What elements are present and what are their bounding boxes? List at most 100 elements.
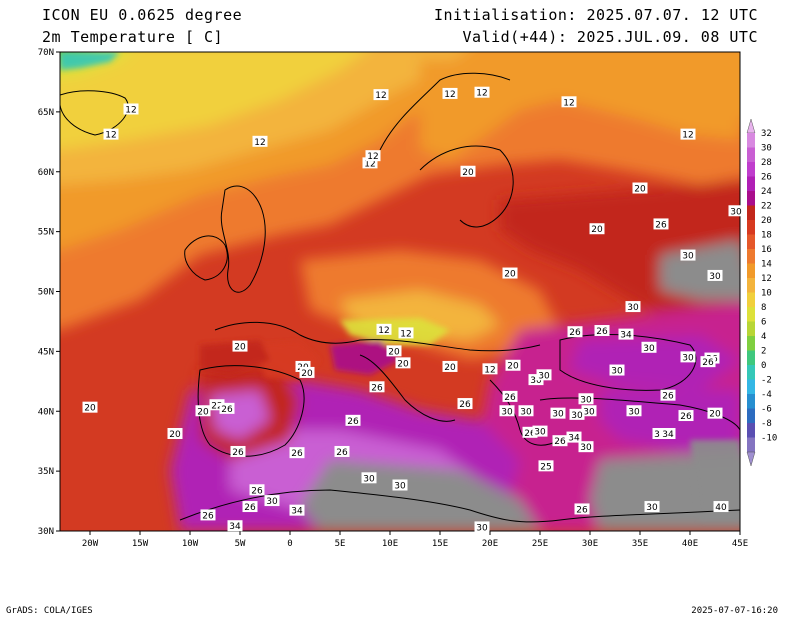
colorbar-level: 8 xyxy=(761,303,766,313)
contour-label-value: 20 xyxy=(234,343,246,353)
contour-label-box xyxy=(618,328,634,340)
contour-label-value: 30 xyxy=(730,207,742,217)
contour-label: 30 xyxy=(644,501,660,513)
lat-tick-label: 30N xyxy=(38,527,54,537)
contour-label-box xyxy=(361,472,377,484)
contour-label: 34 xyxy=(289,504,305,517)
init-time: Initialisation: 2025.07.07. 12 UTC xyxy=(433,6,758,24)
model-title: ICON EU 0.0625 degree xyxy=(42,6,243,24)
contour-label-value: 12 xyxy=(375,91,386,101)
contour-label-box xyxy=(232,340,248,352)
contour-label-value: 26 xyxy=(371,383,383,393)
variable-title: 2m Temperature [ C] xyxy=(42,28,224,46)
contour-label-value: 12 xyxy=(682,131,693,141)
contour-label-value: 12 xyxy=(254,138,265,148)
contour-label-box xyxy=(680,249,696,261)
contour-label-value: 34 xyxy=(620,331,632,341)
lat-tick-label: 60N xyxy=(38,168,54,178)
colorbar-swatch xyxy=(747,205,755,221)
contour-label-value: 34 xyxy=(291,507,303,517)
colorbar-level: 12 xyxy=(761,274,772,284)
contour-label: 12 xyxy=(373,89,389,101)
contour-label-value: 20 xyxy=(507,362,519,372)
contour-label-box xyxy=(522,426,538,438)
contour-label-value: 12 xyxy=(105,131,116,141)
lat-tick-label: 55N xyxy=(38,228,54,238)
contour-label-box xyxy=(707,269,723,281)
contour-label-value: 30 xyxy=(501,407,513,417)
contour-label-box xyxy=(625,301,641,313)
colorbar-swatch xyxy=(747,147,755,163)
contour-label: 26 xyxy=(700,356,716,368)
contour-label: 12 xyxy=(442,87,458,100)
contour-label: 12 xyxy=(365,150,381,162)
contour-label-box xyxy=(713,501,729,513)
contour-label: 25 xyxy=(538,460,554,472)
colorbar-level: 4 xyxy=(761,332,766,342)
contour-labels: 2020202020202226262626262620201212201220… xyxy=(82,86,744,533)
contour-label-box xyxy=(376,323,392,335)
contour-label-box xyxy=(578,441,594,453)
contour-label: 26 xyxy=(522,426,538,439)
colorbar-swatch xyxy=(747,278,755,293)
contour-label: 26 xyxy=(369,381,385,393)
grads-credit: GrADS: COLA/IGES xyxy=(6,606,93,616)
contour-label-value: 12 xyxy=(400,329,411,339)
contour-label-value: 22 xyxy=(211,401,222,411)
contour-label: 30 xyxy=(609,364,625,377)
contour-label: 12 xyxy=(123,103,139,115)
colorbar-swatch xyxy=(747,263,755,279)
contour-label-box xyxy=(532,425,548,437)
contour-label-value: 20 xyxy=(504,270,516,280)
lat-tick-label: 50N xyxy=(38,288,54,298)
lon-tick-label: 10E xyxy=(382,539,398,549)
contour-label: 30 xyxy=(626,405,642,417)
contour-label: 20 xyxy=(82,401,98,414)
colorbar-level: 32 xyxy=(761,129,772,139)
contour-label-box xyxy=(678,410,694,422)
contour-label-box xyxy=(632,182,648,194)
contour-label: 26 xyxy=(574,503,590,515)
contour-label-value: 30 xyxy=(628,407,640,417)
contour-label-box xyxy=(653,218,669,230)
colorbar-level: 2 xyxy=(761,347,766,357)
contour-label-value: 26 xyxy=(202,511,214,521)
contour-label: 20 xyxy=(589,223,605,235)
contour-label-box xyxy=(167,428,183,440)
contour-label-value: 34 xyxy=(662,430,674,440)
contour-label: 26 xyxy=(660,389,676,402)
contour-label: 26 xyxy=(678,410,694,422)
contour-label-value: 12 xyxy=(364,159,375,169)
colorbar-swatch xyxy=(747,394,755,409)
colorbar-level: 6 xyxy=(761,318,766,328)
contour-label-box xyxy=(505,359,521,371)
contour-label-value: 30 xyxy=(552,410,564,420)
contour-label-box xyxy=(700,356,716,368)
contour-label-box xyxy=(581,405,597,417)
contour-label: 30 xyxy=(518,405,534,417)
contour-label: 12 xyxy=(362,157,378,169)
contour-label-box xyxy=(295,360,311,372)
contour-label: 12 xyxy=(482,363,498,375)
contour-label-box xyxy=(502,267,518,279)
contour-label: 20 xyxy=(632,182,648,195)
contour-label-value: 20 xyxy=(709,410,721,420)
contour-label-value: 30 xyxy=(611,367,623,377)
contour-label-value: 30 xyxy=(643,344,655,354)
contour-label: 26 xyxy=(457,398,473,410)
contour-label-value: 30 xyxy=(363,474,375,484)
contour-label-value: 20 xyxy=(197,407,209,417)
contour-label-value: 20 xyxy=(397,359,409,369)
contour-label: 30 xyxy=(532,425,548,438)
contour-label-value: 26 xyxy=(554,437,566,447)
contour-label: 26 xyxy=(249,484,265,496)
contour-label: 30 xyxy=(578,441,594,453)
contour-label-value: 26 xyxy=(702,358,714,368)
colorbar-level: 14 xyxy=(761,260,772,270)
contour-label-box xyxy=(123,103,139,115)
colorbar-swatch xyxy=(747,437,755,453)
contour-label-box xyxy=(707,407,723,419)
contour-label: 34 xyxy=(566,431,582,444)
colorbar-swatch xyxy=(747,249,755,264)
colorbar-level: 16 xyxy=(761,245,772,255)
